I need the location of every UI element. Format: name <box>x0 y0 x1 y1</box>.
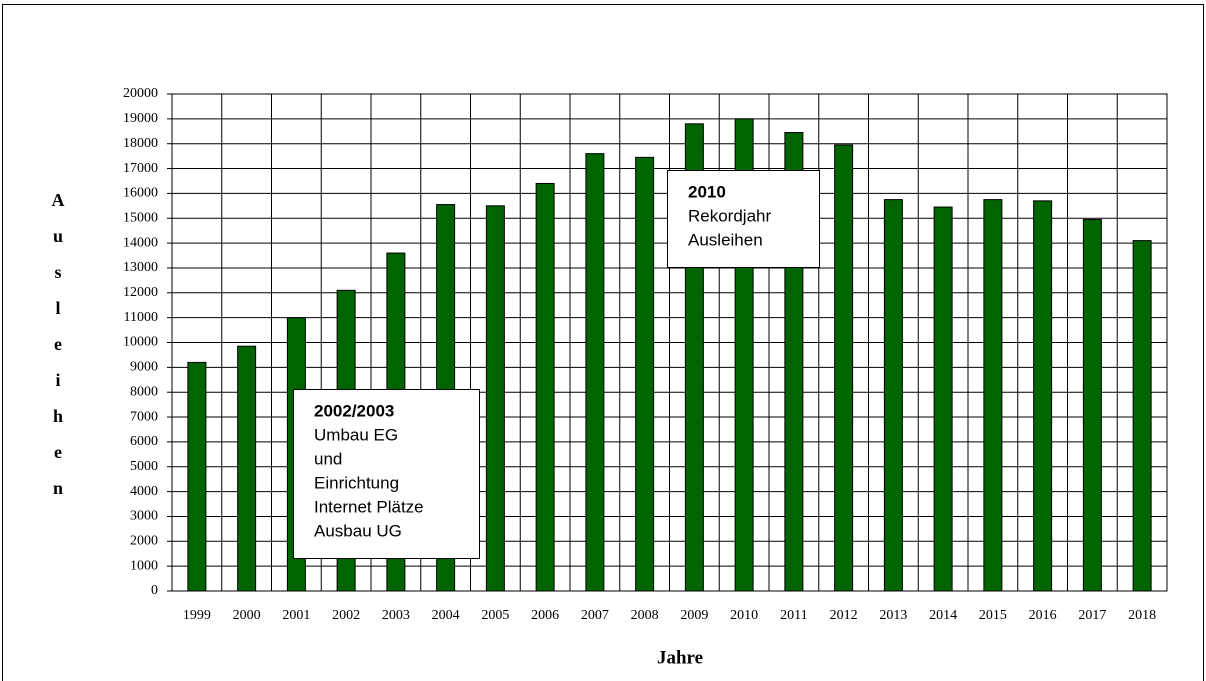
bar <box>585 153 605 592</box>
x-tick-label: 2017 <box>1078 608 1106 623</box>
x-axis-label: Jahre <box>657 647 703 668</box>
annotation-line: Ausbau UG <box>314 521 402 540</box>
y-tick-label: 9000 <box>130 360 158 375</box>
y-tick-label: 20000 <box>123 86 158 101</box>
x-tick-label: 2011 <box>780 608 807 623</box>
y-tick-label: 4000 <box>130 484 158 499</box>
bar <box>883 199 903 592</box>
x-tick-label: 2008 <box>631 608 659 623</box>
annotation-title: 2010 <box>688 182 726 201</box>
bar <box>1082 218 1102 592</box>
x-tick-label: 2003 <box>382 608 410 623</box>
x-tick-label: 2016 <box>1029 608 1057 623</box>
x-tick-label: 1999 <box>183 608 211 623</box>
x-tick-label: 2001 <box>282 608 310 623</box>
y-tick-label: 1000 <box>130 558 158 573</box>
annotation-line: Umbau EG <box>314 425 398 444</box>
annotation-title: 2002/2003 <box>314 401 394 420</box>
y-tick-label: 2000 <box>130 534 158 549</box>
y-tick-label: 18000 <box>123 136 158 151</box>
y-tick-label: 0 <box>151 583 158 598</box>
y-tick-label: 7000 <box>130 409 158 424</box>
y-tick-label: 8000 <box>130 384 158 399</box>
annotation-line: Ausleihen <box>688 230 763 249</box>
y-tick-label: 6000 <box>130 434 158 449</box>
x-tick-label: 2014 <box>929 608 957 623</box>
y-tick-label: 5000 <box>130 459 158 474</box>
plot-border <box>171 93 1168 592</box>
bar <box>237 345 257 592</box>
bar <box>187 361 207 592</box>
bar <box>535 182 555 592</box>
bar <box>834 144 854 592</box>
y-tick-label: 17000 <box>123 161 158 176</box>
annotation-box <box>667 170 820 268</box>
x-tick-label: 2010 <box>730 608 758 623</box>
y-tick-label: 10000 <box>123 335 158 350</box>
y-tick-label: 12000 <box>123 285 158 300</box>
x-tick-label: 2004 <box>432 608 460 623</box>
x-tick-label: 2015 <box>979 608 1007 623</box>
y-tick-label: 11000 <box>124 310 158 325</box>
x-tick-label: 2000 <box>233 608 261 623</box>
x-tick-label: 2013 <box>879 608 907 623</box>
bar <box>933 206 953 592</box>
y-tick-label: 15000 <box>123 210 158 225</box>
y-tick-label: 19000 <box>123 111 158 126</box>
x-tick-label: 2007 <box>581 608 609 623</box>
x-tick-label: 2006 <box>531 608 559 623</box>
x-tick-label: 2018 <box>1128 608 1156 623</box>
annotation-line: und <box>314 449 342 468</box>
annotation-line: Internet Plätze <box>314 497 424 516</box>
bar <box>635 156 655 592</box>
y-tick-label: 13000 <box>123 260 158 275</box>
y-tick-label: 14000 <box>123 235 158 250</box>
x-tick-label: 2012 <box>830 608 858 623</box>
annotation-line: Rekordjahr <box>688 206 771 225</box>
x-tick-label: 2002 <box>332 608 360 623</box>
x-tick-label: 2005 <box>481 608 509 623</box>
x-tick-label: 2009 <box>680 608 708 623</box>
bar <box>983 199 1003 592</box>
bar <box>485 205 505 592</box>
bar <box>1033 200 1053 592</box>
annotation-box <box>293 389 480 559</box>
bar <box>1132 240 1152 592</box>
annotation-line: Einrichtung <box>314 473 399 492</box>
y-tick-label: 3000 <box>130 509 158 524</box>
y-tick-label: 16000 <box>123 186 158 201</box>
